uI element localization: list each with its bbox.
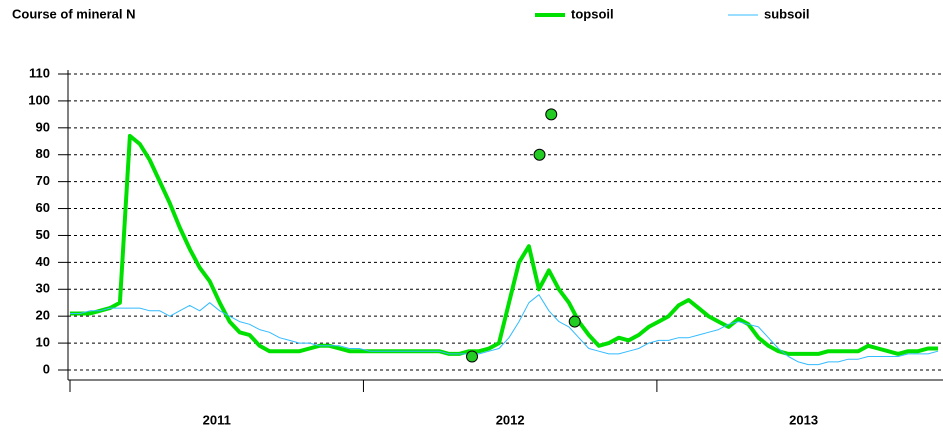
data-point — [533, 148, 546, 161]
data-point — [545, 108, 558, 121]
y-tick-label: 70 — [36, 173, 50, 188]
y-tick-label: 90 — [36, 119, 50, 134]
y-tick-label: 30 — [36, 281, 50, 296]
line-series — [70, 294, 939, 366]
chart-title: Course of mineral N — [12, 6, 136, 21]
line-series — [70, 133, 938, 356]
legend-label: subsoil — [764, 6, 810, 21]
y-tick-label: 100 — [28, 92, 50, 107]
data-point — [466, 350, 479, 363]
x-tick-label: 2011 — [203, 412, 231, 427]
y-tick-label: 20 — [36, 308, 50, 323]
x-tick-label: 2012 — [496, 412, 525, 427]
legend-label: topsoil — [571, 6, 614, 21]
y-tick-label: 110 — [29, 65, 50, 80]
data-point — [568, 315, 581, 328]
y-tick-label: 0 — [43, 361, 50, 376]
y-tick-label: 50 — [36, 227, 50, 242]
y-tick-label: 10 — [36, 335, 50, 350]
y-tick-label: 60 — [36, 200, 50, 215]
y-tick-label: 40 — [36, 254, 50, 269]
y-tick-label: 80 — [36, 146, 50, 161]
x-tick-label: 2013 — [789, 412, 818, 427]
